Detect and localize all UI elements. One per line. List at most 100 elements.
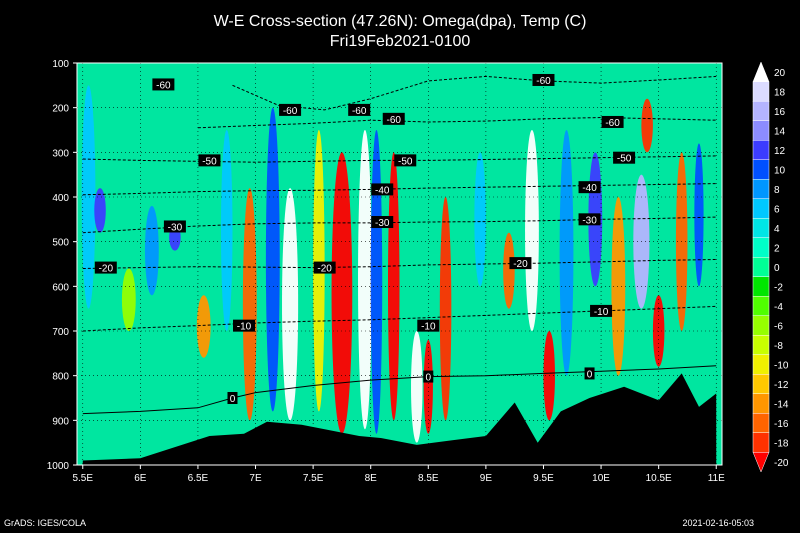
footer-software-credit: GrADS: IGES/COLA <box>4 518 87 528</box>
temperature-contour-2 <box>82 216 717 234</box>
colorbar-swatch-3 <box>752 120 770 141</box>
omega-shading-cell-29 <box>641 98 653 153</box>
colorbar-swatch-13 <box>752 315 770 336</box>
colorbar-label-15: -10 <box>774 361 789 372</box>
colorbar-swatch-17 <box>752 393 770 414</box>
colorbar-label-2: 16 <box>774 107 786 118</box>
colorbar-label-8: 4 <box>774 224 780 235</box>
contour-label-bg-7 <box>394 154 417 167</box>
colorbar-label-5: 10 <box>774 166 786 177</box>
omega-shading-cell-11 <box>331 152 353 434</box>
contour-label-12: -30 <box>375 218 390 229</box>
x-tick-label-0: 5.5E <box>72 473 93 484</box>
colorbar-label-6: 8 <box>774 185 780 196</box>
temperature-contour-1 <box>82 259 717 269</box>
contour-label-13: -30 <box>582 215 597 226</box>
x-tick-label-7: 9E <box>480 473 493 484</box>
x-tick-label-6: 8.5E <box>418 473 439 484</box>
contour-label-bg-9 <box>371 183 394 196</box>
omega-shading-cell-9 <box>282 188 299 421</box>
contour-label-8: -50 <box>617 154 632 165</box>
x-tick-label-9: 10E <box>592 473 610 484</box>
omega-shading-cell-5 <box>196 295 211 358</box>
contour-label-bg-1 <box>348 103 371 116</box>
temperature-contour-0 <box>82 305 717 332</box>
contour-label-9: -40 <box>375 185 390 196</box>
colorbar-swatch-12 <box>752 296 770 316</box>
contour-label-bg-6 <box>198 154 221 167</box>
colorbar-swatch-6 <box>752 179 770 199</box>
contour-label-7: -50 <box>398 156 413 167</box>
y-tick-label-2: 300 <box>52 148 69 159</box>
contour-label-14: -20 <box>99 264 114 275</box>
omega-shading-cell-1 <box>94 188 106 233</box>
omega-shading-cell-8 <box>265 107 280 412</box>
contour-label-bg-19 <box>590 304 613 317</box>
plot-frame <box>76 62 723 466</box>
contour-label-bg-12 <box>371 216 394 229</box>
x-tick-label-1: 6E <box>134 473 147 484</box>
omega-shading-cell-22 <box>559 130 574 376</box>
colorbar-swatch-9 <box>752 237 770 258</box>
terrain-silhouette <box>82 373 717 465</box>
contour-label-bg-18 <box>417 319 440 332</box>
y-tick-label-8: 900 <box>52 416 69 427</box>
contour-label-bg-11 <box>163 220 186 233</box>
colorbar-swatch-11 <box>752 276 770 297</box>
x-tick-label-4: 7.5E <box>303 473 324 484</box>
contour-label-0: -60 <box>156 80 171 91</box>
contour-label-5: -60 <box>605 118 620 129</box>
omega-shading-cell-7 <box>242 188 257 421</box>
colorbar-swatch-10 <box>752 257 770 277</box>
colorbar-label-11: -2 <box>774 283 783 294</box>
contour-label-15: -20 <box>317 264 332 275</box>
colorbar-label-17: -14 <box>774 400 789 411</box>
temperature-contour-5 <box>197 116 717 129</box>
colorbar-label-7: 6 <box>774 205 780 216</box>
colorbar-label-3: 14 <box>774 127 786 138</box>
y-tick-label-4: 500 <box>52 238 69 249</box>
colorbar-swatch-14 <box>752 335 770 355</box>
footer-timestamp: 2021-02-16-05:03 <box>682 518 754 528</box>
x-tick-label-8: 9.5E <box>533 473 554 484</box>
colorbar-label-19: -18 <box>774 439 789 450</box>
y-tick-label-1: 200 <box>52 104 69 115</box>
contour-label-1: -60 <box>352 106 367 117</box>
contour-label-bg-13 <box>578 213 601 226</box>
colorbar-label-0: 20 <box>774 68 786 79</box>
contour-label-bg-0 <box>152 78 175 91</box>
contour-label-11: -30 <box>168 222 183 233</box>
chart-subtitle: Fri19Feb2021-0100 <box>329 33 471 50</box>
y-tick-label-3: 400 <box>52 193 69 204</box>
x-tick-label-3: 7E <box>249 473 262 484</box>
x-tick-label-10: 10.5E <box>646 473 672 484</box>
omega-shading-cell-15 <box>411 331 423 443</box>
omega-shading-cell-0 <box>81 85 96 309</box>
colorbar-label-20: -20 <box>774 458 789 469</box>
colorbar-label-9: 2 <box>774 244 780 255</box>
colorbar-label-12: -4 <box>774 302 783 313</box>
y-tick-label-9: 1000 <box>47 461 70 472</box>
y-tick-label-5: 600 <box>52 282 69 293</box>
omega-shading-cell-18 <box>474 152 486 287</box>
contour-label-bg-21 <box>423 370 434 383</box>
contour-label-bg-2 <box>279 103 302 116</box>
contour-label-bg-8 <box>613 151 636 164</box>
colorbar-swatch-18 <box>752 413 770 433</box>
colorbar-label-1: 18 <box>774 88 786 99</box>
contour-label-bg-3 <box>382 112 405 125</box>
colorbar-swatch-7 <box>752 198 770 219</box>
omega-shading-cell-19 <box>503 232 515 309</box>
omega-shading-cell-20 <box>525 130 539 331</box>
colorbar-label-4: 12 <box>774 146 786 157</box>
omega-shading-cell-2 <box>121 268 136 331</box>
contour-label-bg-16 <box>509 257 532 270</box>
colorbar-label-16: -12 <box>774 380 789 391</box>
colorbar-swatch-1 <box>752 81 770 102</box>
contour-label-bg-17 <box>233 319 256 332</box>
x-tick-label-11: 11E <box>708 473 725 484</box>
contour-label-16: -20 <box>513 259 528 270</box>
colorbar-swatch-bottom <box>752 452 770 473</box>
temperature-contour-3 <box>82 183 717 196</box>
